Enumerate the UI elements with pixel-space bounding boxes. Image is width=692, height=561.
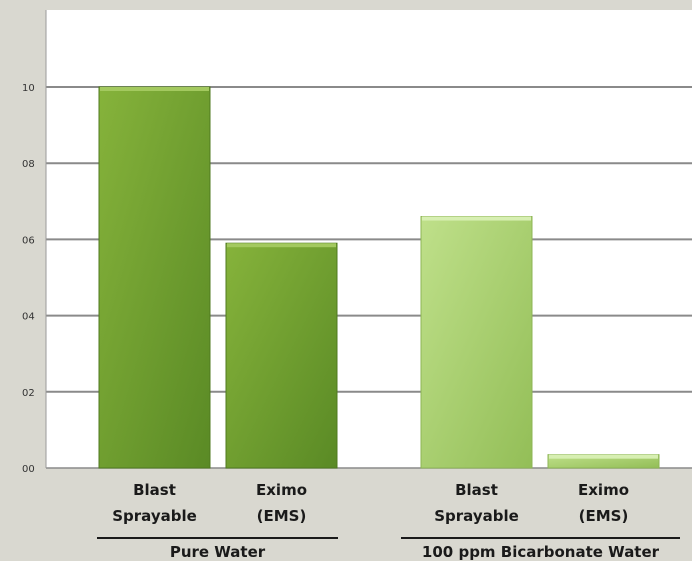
bar-highlight bbox=[227, 243, 336, 248]
y-tick-label: 04 bbox=[22, 312, 35, 323]
bar bbox=[420, 216, 533, 469]
x-category-label-line1: Eximo bbox=[256, 481, 307, 499]
x-category-label-line1: Blast bbox=[133, 481, 176, 499]
x-category-label-line2: (EMS) bbox=[579, 507, 629, 525]
x-category-label-line1: Blast bbox=[455, 481, 498, 499]
y-tick-label: 10 bbox=[22, 83, 35, 94]
group-label: 100 ppm Bicarbonate Water bbox=[422, 543, 660, 561]
x-category-label-line1: Eximo bbox=[578, 481, 629, 499]
y-tick-label: 08 bbox=[22, 159, 35, 170]
x-category-label-line2: (EMS) bbox=[257, 507, 307, 525]
y-tick-label: 00 bbox=[22, 464, 35, 475]
x-category-label-line2: Sprayable bbox=[112, 507, 197, 525]
bar bbox=[98, 86, 211, 469]
group-label: Pure Water bbox=[170, 543, 266, 561]
y-tick-label: 06 bbox=[22, 235, 35, 246]
bar-highlight bbox=[422, 216, 531, 221]
x-category-label-line2: Sprayable bbox=[434, 507, 519, 525]
bar-highlight bbox=[549, 454, 658, 459]
bar bbox=[225, 242, 338, 469]
bar-highlight bbox=[100, 87, 209, 91]
y-tick-label: 02 bbox=[22, 388, 35, 399]
